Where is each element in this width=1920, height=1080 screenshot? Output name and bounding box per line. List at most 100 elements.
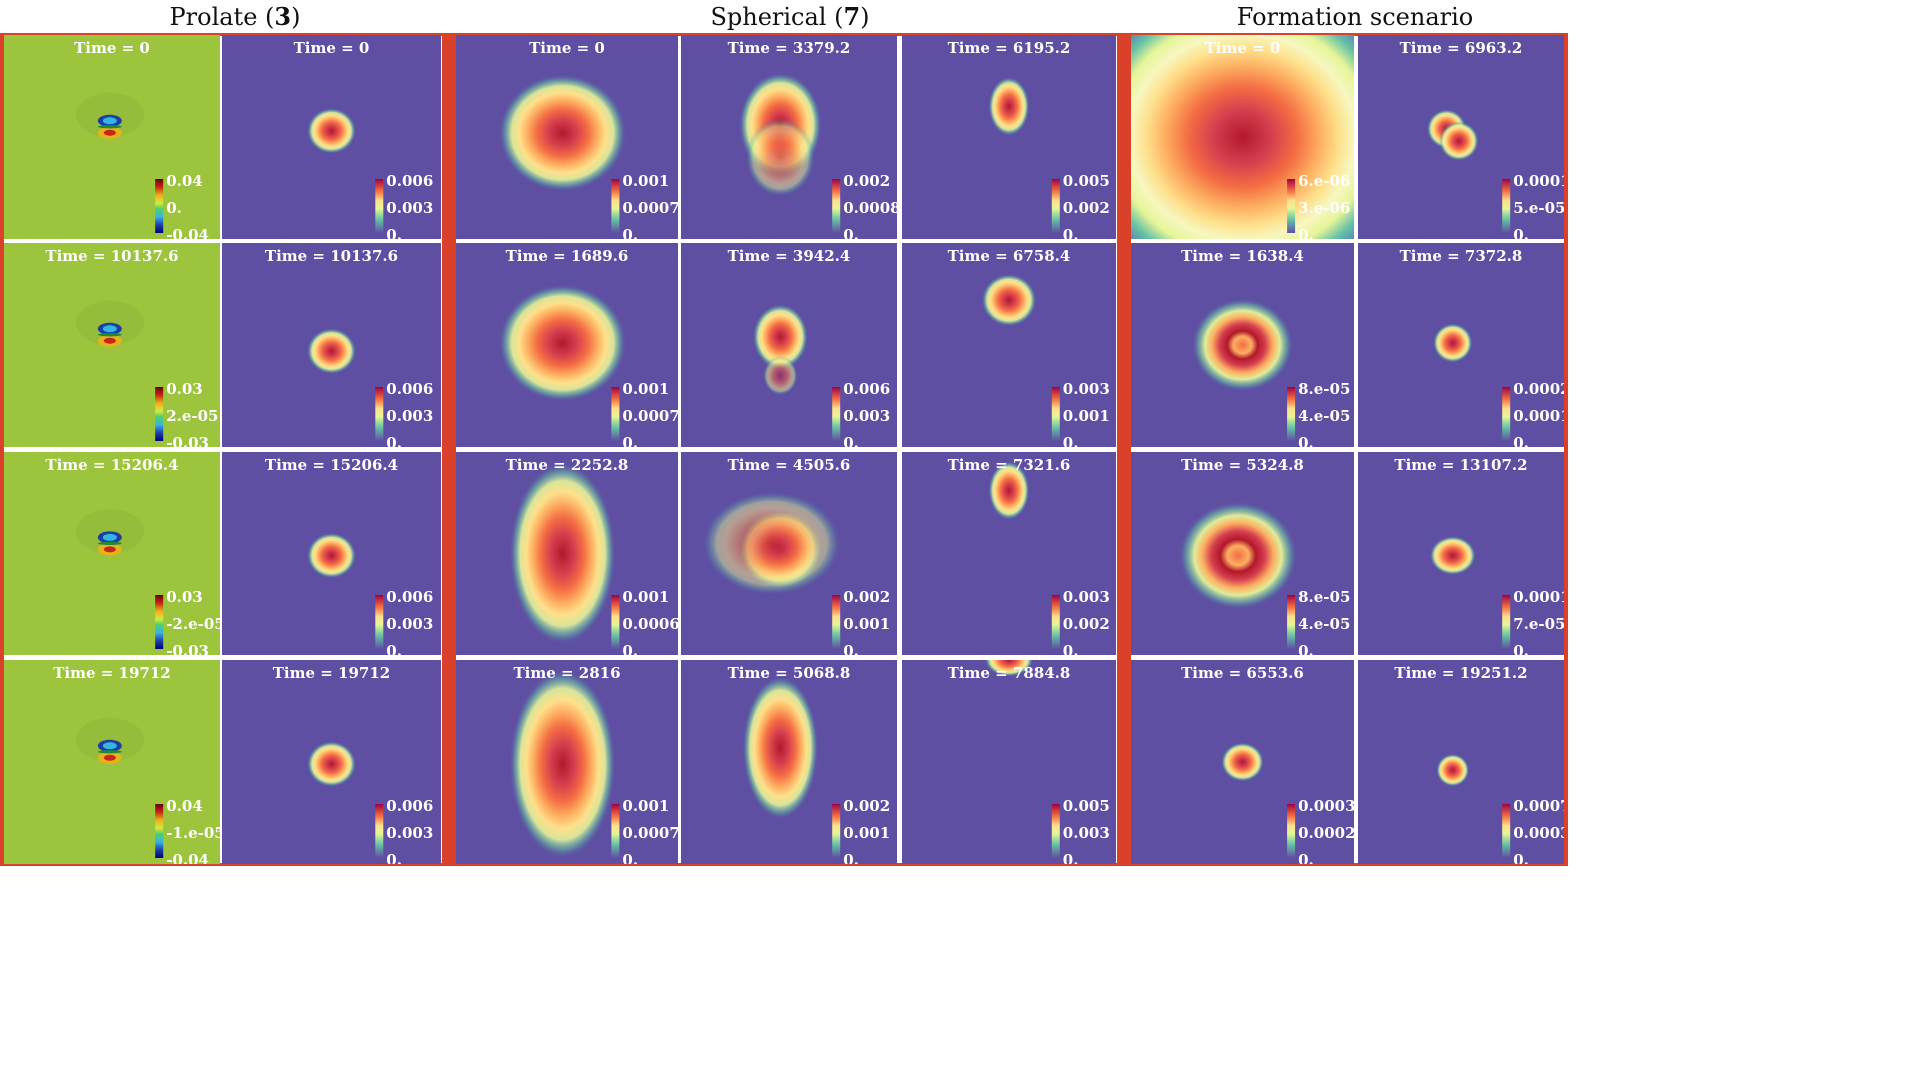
colorbar-tick: 0.003 [1062,824,1110,842]
field-plot [902,35,1116,239]
colorbar-tick: 0. [1298,226,1314,239]
colorbar-tick: 0.003 [843,407,891,425]
time-label: Time = 6553.6 [1181,664,1304,682]
density-blob [1221,742,1264,782]
colorbar-tick: 0.0007 [1513,797,1564,815]
time-label: Time = 7884.8 [947,664,1071,682]
colorbar [832,179,841,233]
time-label: Time = 6963.2 [1399,39,1523,57]
header-formation-text: Formation scenario [1236,3,1474,31]
field-plot [1131,660,1354,864]
colorbar [375,179,384,233]
sim-panel: Time = 3942.4 0.006 0.003 0. [681,243,897,447]
field-plot [456,35,678,239]
density-blob [763,356,798,396]
time-label: Time = 6758.4 [947,247,1071,265]
sim-panel: Time = 19712 0.006 0.003 0. [222,660,441,864]
field-plot [902,660,1116,864]
colorbar-tick: 0.0002 [1298,824,1354,842]
panel-background [902,660,1116,864]
field-plot [681,243,897,447]
dipole-lobe [102,117,117,125]
field-plot [4,452,220,655]
sim-panel: Time = 7884.8 0.005 0.003 0. [902,660,1116,864]
sim-panel: Time = 7372.8 0.0002 0.0001 0. [1358,243,1564,447]
colorbar-tick: 0. [386,642,402,655]
sim-panel: Time = 6758.4 0.003 0.001 0. [902,243,1116,447]
time-label: Time = 10137.6 [264,247,399,265]
frame-bar [0,33,1568,36]
colorbar-tick: 5.e-05 [1513,199,1564,217]
colorbar-tick: 0. [622,434,639,447]
frame-bar [442,33,456,866]
sim-panel: Time = 5068.8 0.002 0.001 0. [681,660,897,864]
time-label: Time = 0 [1204,39,1281,57]
dipole-halo [75,509,144,554]
header-spherical-text: Spherical ( [710,3,844,31]
time-label: Time = 1689.6 [505,247,629,265]
colorbar [832,387,841,441]
colorbar-tick: 0.0003 [1298,797,1354,815]
colorbar-tick: 0. [1513,851,1529,864]
sim-panel: Time = 0 0.006 0.003 0. [222,35,441,239]
colorbar [1287,387,1296,441]
sim-panel: Time = 19712 0.04 -1.e-05 -0.04 [4,660,220,864]
field-plot [222,35,441,239]
colorbar-tick: 0.003 [386,824,434,842]
frame-bar [1564,33,1568,866]
colorbar-tick: 0. [1513,434,1529,447]
field-plot [1358,243,1564,447]
colorbar-tick: 0. [386,434,402,447]
colorbar-tick: 0.006 [843,380,891,398]
sim-panel: Time = 1638.4 8.e-05 4.e-05 0. [1131,243,1354,447]
field-plot [4,660,220,864]
header-spherical: Spherical (7) [660,0,920,34]
field-plot [222,660,441,864]
colorbar-tick: 0.001 [622,588,670,606]
density-blob [988,461,1030,520]
colorbar-tick: -0.04 [166,851,209,864]
colorbar [611,804,620,858]
header-prolate-number: 3 [274,2,292,31]
colorbar-tick: 0.04 [166,172,203,190]
colorbar-tick: 0.0001 [1513,588,1564,606]
colorbar-tick: 0.0001 [1513,407,1564,425]
sim-panel: Time = 5324.8 8.e-05 4.e-05 0. [1131,452,1354,655]
colorbar-tick: 0. [622,642,639,655]
colorbar [1051,179,1060,233]
colorbar-tick: 0. [1298,851,1314,864]
colorbar-tick: 0. [843,226,859,239]
field-plot [456,243,678,447]
density-ring [1178,501,1298,610]
colorbar-tick: 0.0007 [622,824,678,842]
colorbar-tick: -0.04 [166,226,209,239]
sim-panel: Time = 10137.6 0.006 0.003 0. [222,243,441,447]
header-spherical-number: 7 [843,2,861,31]
colorbar-tick: 0.04 [166,797,203,815]
colorbar [832,804,841,858]
dipole-lobe [102,742,117,750]
panel-background [902,35,1116,239]
colorbar-tick: 0.003 [386,199,434,217]
field-plot [1358,35,1564,239]
colorbar-tick: 0. [843,851,859,864]
sim-panel: Time = 1689.6 0.001 0.0007 0. [456,243,678,447]
frame-bar [0,33,4,866]
time-label: Time = 0 [74,39,150,57]
colorbar-tick: 0.003 [1062,380,1110,398]
colorbar-tick: 0.0001 [1513,172,1564,190]
density-blob [702,491,841,596]
dipole-lobe [103,129,116,136]
colorbar [1502,595,1511,649]
time-label: Time = 19712 [272,664,391,682]
dipole-lobe [97,541,122,545]
density-blob [1429,536,1476,576]
density-blob [498,74,627,192]
colorbar-tick: 0. [386,851,402,864]
colorbar [1502,387,1511,441]
colorbar [375,595,384,649]
colorbar-tick: 0. [622,851,639,864]
time-label: Time = 4505.6 [727,456,851,474]
colorbar-tick: 0.0007 [622,407,678,425]
frame-bar [0,863,1568,866]
